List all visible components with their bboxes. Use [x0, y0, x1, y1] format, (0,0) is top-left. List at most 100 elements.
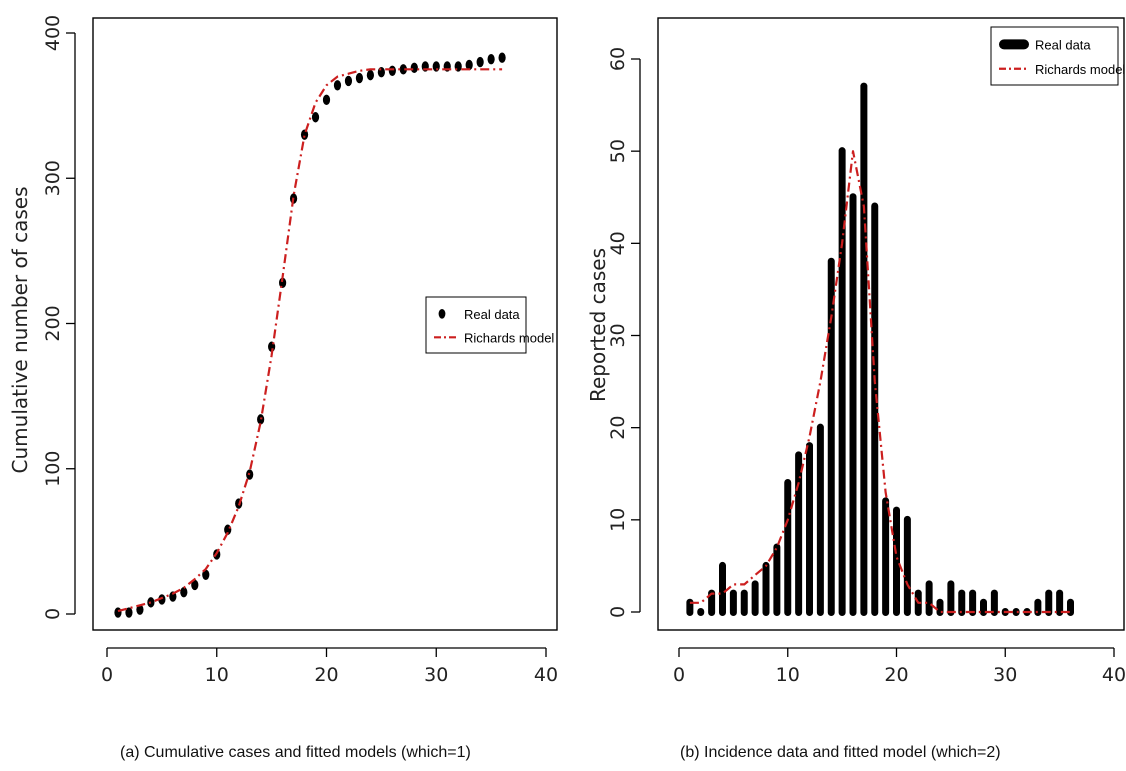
- panel-a-data-point: [257, 414, 265, 425]
- panel-b-data-bar: [893, 506, 900, 616]
- panel-a-legend-point-symbol: [438, 309, 446, 319]
- panel-a-model-curve: [117, 68, 503, 613]
- panel-b-data-bar: [882, 497, 890, 616]
- panel-a-x-tick-label: 10: [205, 664, 229, 686]
- panel-b-legend-box: [990, 26, 1119, 86]
- panel-b-data-bar: [936, 598, 944, 616]
- panel-b-data-bar: [1056, 589, 1064, 616]
- panel-b-data-bar: [903, 515, 911, 616]
- panel-a-data-point: [311, 112, 320, 123]
- panel-a-x-tick-label: 0: [101, 664, 113, 686]
- panel-b-data-bar: [1012, 608, 1020, 616]
- panel-b-legend-label-real: Real data: [1035, 37, 1091, 52]
- panel-b-data-bar: [838, 147, 846, 616]
- panel-b-y-tick-label: 40: [607, 231, 629, 255]
- panel-b-data-bar: [729, 589, 737, 616]
- panel-a-data-point: [300, 129, 309, 140]
- panel-b-data-bar: [990, 589, 998, 616]
- panel-a-data-point: [158, 594, 166, 605]
- panel-b-data-bar: [697, 608, 705, 616]
- panel-a-data-point: [465, 59, 473, 71]
- panel-a-y-tick-label: 400: [42, 15, 64, 51]
- panel-a-data-point: [333, 80, 342, 91]
- panel-a-data-point: [180, 587, 188, 598]
- panel-a-data-point: [355, 72, 364, 84]
- panel-a-data-point: [344, 75, 353, 87]
- panel-b-data-bar: [925, 580, 933, 616]
- panel-b-y-tick-label: 20: [607, 416, 629, 440]
- panel-b-data-bar: [871, 202, 879, 616]
- panel-a-data-point: [399, 64, 407, 75]
- panel-b-model-curve: [689, 150, 1071, 614]
- panel-b-data-bar: [947, 580, 955, 616]
- panel-b-data-bar: [686, 598, 694, 616]
- panel-b-x-tick-label: 20: [884, 664, 908, 686]
- panel-b-data-bar: [1067, 598, 1074, 616]
- panel-b-data-bar: [849, 193, 857, 616]
- panel-b-data-bar: [740, 589, 748, 616]
- panel-b-data-bar: [958, 589, 966, 616]
- panel-a-legend: Real data Richards model: [425, 296, 554, 354]
- panel-b-y-tick-label: 0: [607, 606, 629, 618]
- panel-b-x-tick-label: 40: [1102, 664, 1126, 686]
- panel-b-x-tick-label: 10: [776, 664, 800, 686]
- panel-b-y-tick-label: 50: [607, 139, 629, 163]
- panel-b-x-tick-label: 30: [993, 664, 1017, 686]
- panel-a-data-point: [366, 69, 374, 81]
- panel-a-data-point: [410, 62, 418, 74]
- panel-b-data-bar: [1045, 589, 1053, 616]
- panel-b-y-tick-label: 60: [607, 47, 629, 71]
- panel-a-data-point: [169, 591, 177, 602]
- panel-a-data-point: [476, 56, 484, 68]
- panel-a-x-tick-label: 20: [314, 664, 338, 686]
- panel-a-legend-box: [425, 296, 527, 354]
- panel-a-data-point: [498, 52, 506, 63]
- panel-a-data-point: [136, 604, 144, 615]
- panel-b-data-bar: [806, 442, 813, 616]
- panel-a-y-tick-label: 0: [42, 608, 64, 620]
- panel-a-data-point: [202, 569, 210, 580]
- panel-b-legend: Real data Richards model: [990, 26, 1125, 86]
- panel-b-incidence-chart: (b) Incidence data and fitted model (whi…: [586, 17, 1126, 761]
- panel-b-legend-label-model: Richards model: [1035, 62, 1125, 77]
- panel-b-data-bar: [816, 423, 824, 616]
- panel-a-data-point: [114, 607, 122, 618]
- panel-a-data-point: [487, 53, 495, 65]
- panel-a-y-tick-label: 100: [42, 451, 64, 487]
- panel-b-data-bar: [795, 451, 803, 616]
- panel-a-y-axis-title: Cumulative number of cases: [8, 187, 32, 474]
- panel-b-data-bar: [1034, 598, 1042, 616]
- panel-a-data-point: [322, 94, 331, 106]
- panel-b-y-tick-label: 10: [607, 508, 629, 532]
- panel-b-data-bar: [762, 561, 770, 616]
- panel-b-data-bar: [980, 598, 987, 616]
- panel-b-x-tick-label: 0: [673, 664, 685, 686]
- panel-a-data-point: [125, 607, 133, 618]
- panel-a-y-tick-label: 300: [42, 160, 64, 196]
- panel-b-y-tick-label: 30: [607, 323, 629, 347]
- panel-a-data-point: [279, 277, 287, 289]
- panel-a-data-point: [191, 579, 199, 591]
- panel-a-y-tick-label: 200: [42, 305, 64, 341]
- panel-a-x-tick-label: 40: [534, 664, 558, 686]
- panel-b-data-bar: [773, 543, 781, 616]
- panel-b-data-bar: [860, 82, 868, 616]
- panel-b-caption: (b) Incidence data and fitted model (whi…: [680, 744, 1001, 761]
- panel-a-data-point: [377, 67, 385, 78]
- panel-a-x-tick-label: 30: [424, 664, 448, 686]
- panel-b-data-bar: [719, 561, 726, 616]
- panel-b-data-bar: [751, 580, 759, 616]
- panel-b-y-axis-title: Reported cases: [586, 248, 610, 402]
- panel-a-legend-label-model: Richards model: [464, 330, 554, 345]
- panel-a-data-point: [147, 597, 155, 608]
- panel-b-legend-bar-symbol: [999, 39, 1029, 50]
- panel-b-data-bar: [969, 589, 977, 616]
- panel-a-caption: (a) Cumulative cases and fitted models (…: [120, 744, 471, 761]
- panel-b-data-bar: [784, 478, 792, 616]
- panel-a-cumulative-chart: (a) Cumulative cases and fitted models (…: [8, 15, 558, 761]
- panel-a-legend-label-real: Real data: [464, 307, 520, 322]
- panel-a-plot-frame: [92, 17, 558, 631]
- panel-a-data-point: [388, 65, 396, 76]
- panel-b-data-bar: [827, 257, 835, 616]
